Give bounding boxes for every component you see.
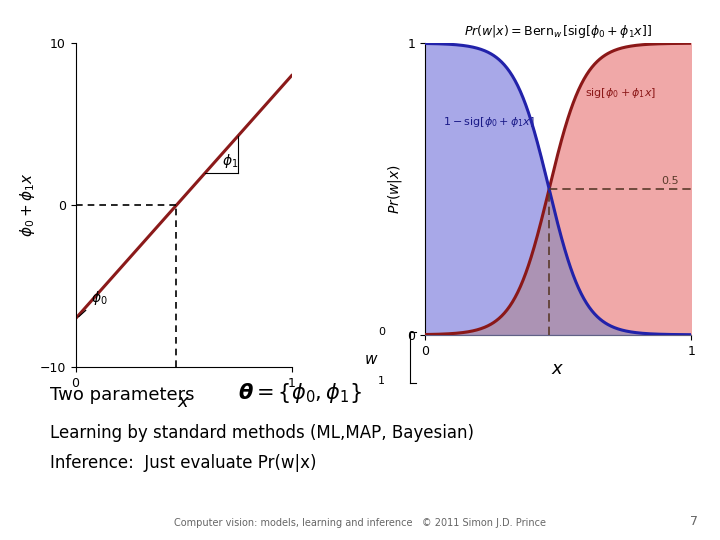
Text: $\phi_0$: $\phi_0$ [78,289,107,317]
Text: 7: 7 [690,515,698,528]
Text: 0.5: 0.5 [662,176,679,186]
Title: $Pr(w|x) = \mathrm{Bern}_w\,[\mathrm{sig}[\phi_0 + \phi_1 x]]$: $Pr(w|x) = \mathrm{Bern}_w\,[\mathrm{sig… [464,23,652,40]
Text: Inference:  Just evaluate Pr(w|x): Inference: Just evaluate Pr(w|x) [50,454,317,471]
X-axis label: $x$: $x$ [552,360,564,379]
Text: Learning by standard methods (ML,MAP, Bayesian): Learning by standard methods (ML,MAP, Ba… [50,424,474,442]
Text: Computer vision: models, learning and inference   © 2011 Simon J.D. Prince: Computer vision: models, learning and in… [174,518,546,528]
Text: $\boldsymbol{\theta} = \{\phi_0, \phi_1\}$: $\boldsymbol{\theta} = \{\phi_0, \phi_1\… [238,381,361,404]
Text: 0: 0 [378,327,385,337]
Text: 1: 1 [378,376,385,386]
Text: $\mathrm{sig}[\phi_0 + \phi_1 x]$: $\mathrm{sig}[\phi_0 + \phi_1 x]$ [585,86,656,100]
Y-axis label: $\phi_0 + \phi_1 x$: $\phi_0 + \phi_1 x$ [18,173,37,238]
Text: Two parameters: Two parameters [50,386,195,404]
Text: $1-\mathrm{sig}[\phi_0 + \phi_1 x]$: $1-\mathrm{sig}[\phi_0 + \phi_1 x]$ [444,115,536,129]
Text: $\phi_1$: $\phi_1$ [222,152,239,170]
Text: $w$: $w$ [364,352,378,367]
X-axis label: $x$: $x$ [177,393,190,411]
Y-axis label: $Pr(w|x)$: $Pr(w|x)$ [387,164,405,214]
